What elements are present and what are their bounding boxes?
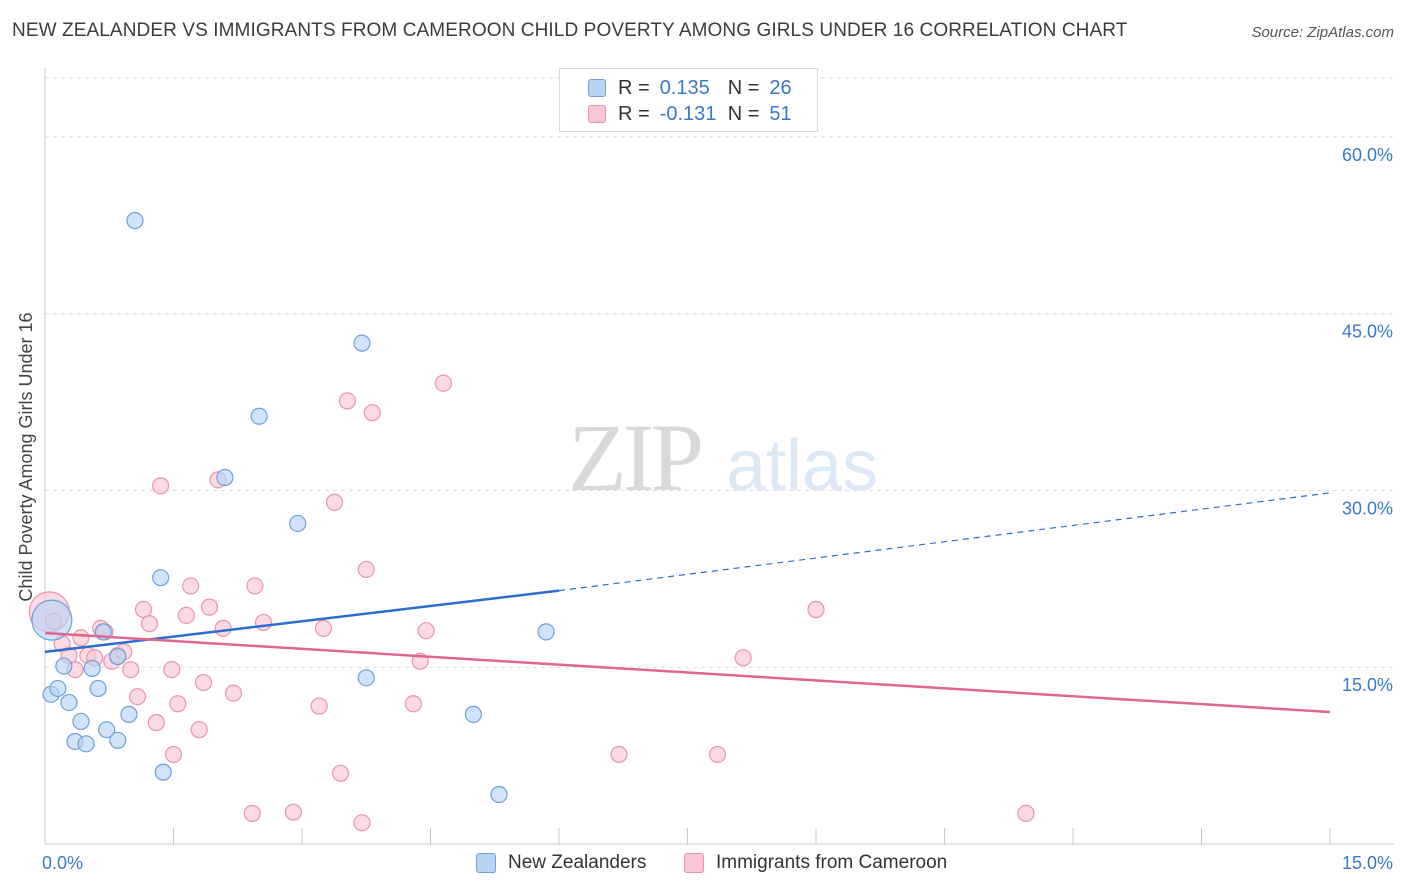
axes: 15.0% 30.0% 45.0% 60.0% 0.0% 15.0% — [42, 68, 1394, 873]
new-zealander-point — [83, 659, 101, 678]
cameroon-point — [417, 622, 435, 640]
cameroon-point — [338, 392, 357, 410]
new-zealander-point — [120, 705, 138, 723]
cameroon-point — [243, 804, 261, 822]
new-zealander-point — [537, 623, 555, 641]
cameroon-point — [807, 600, 825, 619]
cameroon-point — [284, 803, 303, 821]
new-zealander-point — [98, 721, 116, 739]
x-tick-label: 0.0% — [42, 853, 83, 873]
legend-item-cameroon: Immigrants from Cameroon — [684, 852, 947, 874]
new-zealander-point — [72, 712, 90, 731]
cameroon-trend-line — [44, 631, 1331, 714]
cameroon-point — [177, 606, 195, 624]
cameroon-point — [246, 577, 264, 595]
cameroon-point — [434, 374, 452, 392]
legend-row-new-zealanders: R = 0.135 N = 26 — [588, 77, 792, 99]
new-zealander-point — [55, 657, 73, 675]
series-legend: New Zealanders Immigrants from Cameroon — [0, 852, 1406, 878]
cameroon-point — [610, 745, 628, 764]
cameroon-point — [325, 493, 344, 511]
new-zealander-point — [109, 731, 127, 749]
cameroon-point — [169, 695, 187, 713]
pink-swatch — [684, 853, 704, 873]
new-zealander-point — [152, 569, 170, 587]
new-zealander-point — [89, 679, 107, 698]
new-zealander-point — [216, 468, 234, 487]
new-zealander-point — [109, 648, 127, 666]
new-zealander-point — [464, 705, 482, 723]
cameroon-point — [182, 577, 200, 595]
new-zealander-point — [49, 679, 67, 698]
cameroon-point — [254, 613, 273, 632]
new-zealander-trend-line — [44, 589, 560, 654]
legend-label: Immigrants from Cameroon — [716, 852, 948, 873]
cameroon-point — [164, 745, 183, 764]
cameroon-point — [1017, 804, 1035, 822]
cameroon-point — [214, 619, 232, 637]
new-zealander-point — [289, 514, 307, 533]
new-zealander-point — [353, 334, 371, 352]
cameroon-point — [72, 629, 90, 647]
cameroon-point — [128, 688, 147, 706]
y-tick-label: 60.0% — [1342, 145, 1393, 165]
correlation-legend: R = 0.135 N = 26 R = -0.131 N = 51 — [559, 68, 818, 132]
n-value: 51 — [769, 102, 792, 125]
r-value: 0.135 — [659, 76, 710, 99]
data-points — [28, 211, 1035, 832]
legend-row-cameroon: R = -0.131 N = 51 — [588, 103, 792, 125]
n-label: N = — [727, 76, 760, 99]
new-zealander-point — [77, 735, 95, 753]
legend-label: New Zealanders — [508, 852, 647, 873]
new-zealander-point — [126, 211, 144, 230]
cameroon-point — [147, 714, 165, 732]
new-zealander-point — [31, 599, 73, 641]
x-tick-label: 15.0% — [1342, 853, 1393, 873]
new-zealander-trend-extension — [558, 492, 1331, 592]
cameroon-point — [314, 619, 333, 637]
legend-item-new-zealanders: New Zealanders — [476, 852, 646, 874]
chart-title: NEW ZEALANDER VS IMMIGRANTS FROM CAMEROO… — [12, 20, 1128, 41]
cameroon-point — [122, 660, 140, 679]
y-tick-label: 30.0% — [1342, 498, 1393, 518]
new-zealander-point — [357, 669, 375, 687]
cameroon-point — [331, 764, 350, 782]
y-tick-label: 15.0% — [1342, 675, 1393, 695]
svg-text:ZIP: ZIP — [568, 404, 701, 511]
r-value: -0.131 — [659, 102, 717, 125]
source-note: Source: ZipAtlas.com — [1251, 24, 1394, 41]
cameroon-point — [357, 560, 375, 579]
svg-text:atlas: atlas — [726, 426, 878, 506]
blue-swatch — [588, 79, 606, 97]
r-label: R = — [618, 102, 650, 125]
new-zealander-point — [154, 763, 172, 781]
watermark: ZIP atlas — [568, 404, 878, 511]
cameroon-point — [224, 684, 243, 702]
cameroon-point — [708, 745, 727, 764]
cameroon-point — [140, 615, 159, 633]
cameroon-point — [194, 673, 213, 692]
new-zealander-point — [490, 785, 508, 804]
new-zealander-point — [60, 693, 78, 712]
cameroon-point — [353, 814, 371, 832]
blue-swatch — [476, 853, 496, 873]
n-label: N = — [727, 102, 760, 125]
y-tick-label: 45.0% — [1342, 322, 1393, 342]
cameroon-point — [163, 660, 181, 679]
y-axis-label: Child Poverty Among Girls Under 16 — [16, 312, 36, 601]
gridlines — [45, 77, 1394, 668]
cameroon-point — [404, 695, 422, 713]
cameroon-point — [190, 721, 208, 739]
pink-swatch — [588, 105, 606, 123]
cameroon-point — [200, 598, 219, 616]
n-value: 26 — [769, 76, 792, 99]
cameroon-point — [363, 404, 381, 422]
r-label: R = — [618, 76, 650, 99]
cameroon-point — [152, 477, 170, 495]
cameroon-point — [310, 697, 328, 715]
trend-lines — [44, 492, 1331, 714]
new-zealander-point — [250, 407, 268, 425]
cameroon-point — [734, 649, 752, 667]
